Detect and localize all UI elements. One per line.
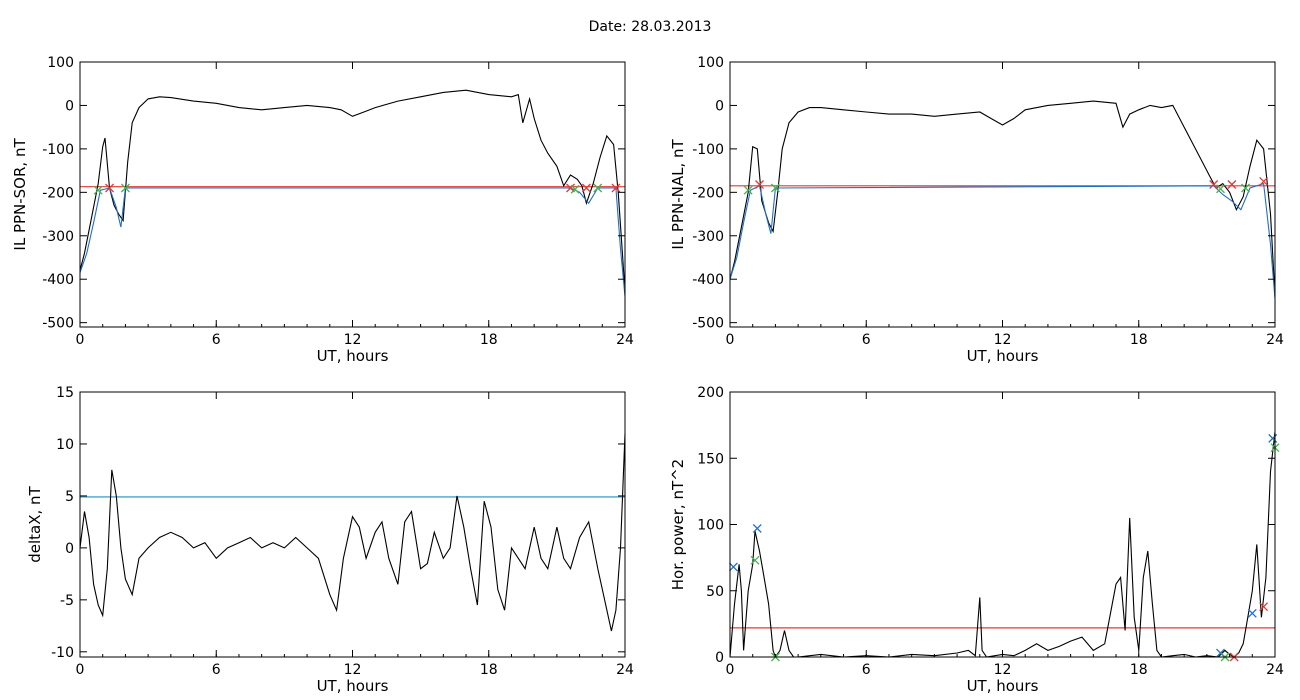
marker-point [755, 180, 764, 189]
x-tick-label: 24 [1266, 662, 1284, 678]
series-line-1 [80, 433, 625, 632]
x-axis-label: UT, hours [317, 347, 389, 365]
y-tick-label: 100 [47, 55, 74, 71]
x-tick-label: 6 [862, 662, 871, 678]
y-tick-label: -400 [42, 272, 74, 288]
plot-frame [79, 61, 626, 328]
y-tick-label: -300 [42, 229, 74, 245]
marker-point [1227, 180, 1237, 189]
marker-point [750, 555, 760, 565]
y-tick-label: -5 [60, 593, 74, 609]
chart-panel-1: 0 6 12 18 24 100 0 -100 -200 -300 -400 -500 UT, hour… [11, 55, 634, 365]
series-line-2 [80, 187, 625, 297]
y-tick-label: -100 [42, 142, 74, 158]
chart-panel-4: 0 6 12 18 24 200 150 100 50 0 UT, hours Hor. power,… [669, 385, 1284, 695]
y-tick-label: 100 [697, 55, 724, 71]
x-tick-label: 12 [344, 332, 362, 348]
y-tick-label: 200 [697, 385, 724, 401]
marker-point [120, 183, 130, 193]
series-line-1 [730, 431, 1275, 657]
y-tick-label: -400 [692, 272, 724, 288]
marker-point [1241, 183, 1250, 193]
y-tick-label: -500 [692, 316, 724, 332]
marker-point [581, 183, 591, 193]
y-axis-label: Hor. power, nT^2 [669, 459, 687, 590]
marker-point [105, 183, 114, 193]
y-axis-label: deltaX, nT [26, 485, 44, 562]
marker-point [1268, 433, 1278, 443]
x-tick-label: 6 [862, 332, 871, 348]
x-tick-label: 12 [994, 662, 1012, 678]
marker-point [1216, 184, 1225, 194]
marker-point [93, 185, 103, 195]
marker-point [1259, 177, 1269, 186]
x-tick-label: 18 [480, 332, 498, 348]
figure-title: Date: 28.03.2013 [588, 19, 712, 35]
marker-point [743, 185, 753, 195]
y-tick-label: -10 [51, 645, 74, 661]
x-tick-label: 6 [212, 662, 221, 678]
marker-point [570, 184, 580, 194]
y-tick-label: 10 [56, 437, 74, 453]
x-tick-label: 24 [1266, 332, 1284, 348]
plot-frame [729, 61, 1276, 328]
x-tick-label: 24 [616, 662, 634, 678]
y-tick-label: 150 [697, 451, 724, 467]
x-axis-label: UT, hours [317, 677, 389, 695]
series-line-1 [730, 100, 1275, 297]
y-tick-label: 0 [715, 98, 724, 114]
marker-point [1259, 602, 1269, 612]
chart-panel-3: 0 6 12 18 24 15 10 5 0 -5 -10 UT, hours deltaX, nT [26, 385, 634, 695]
x-tick-label: 18 [1130, 332, 1148, 348]
y-tick-label: -100 [692, 142, 724, 158]
y-tick-label: 15 [56, 385, 74, 401]
y-tick-label: -200 [692, 185, 724, 201]
y-tick-label: 0 [65, 98, 74, 114]
x-tick-label: 12 [994, 332, 1012, 348]
y-tick-label: -500 [42, 316, 74, 332]
plot-frame [729, 391, 1276, 658]
x-axis-label: UT, hours [967, 677, 1039, 695]
y-tick-label: 50 [706, 584, 724, 600]
x-tick-label: 0 [726, 662, 735, 678]
series-line-1 [80, 89, 625, 293]
marker-point [770, 183, 780, 193]
x-tick-label: 0 [76, 662, 85, 678]
marker-point [752, 524, 762, 533]
x-tick-label: 6 [212, 332, 221, 348]
y-tick-label: 100 [697, 518, 724, 534]
x-tick-label: 18 [480, 662, 498, 678]
x-tick-label: 12 [344, 662, 362, 678]
series-line-2 [730, 182, 1275, 299]
y-tick-label: -300 [692, 229, 724, 245]
chart-panel-2: 0 6 12 18 24 100 0 -100 -200 -300 -400 -500 UT, hour… [669, 55, 1284, 365]
y-tick-label: 5 [65, 489, 74, 505]
y-tick-label: -200 [42, 185, 74, 201]
marker-point [611, 183, 621, 193]
y-tick-label: 0 [65, 541, 74, 557]
plot-frame [79, 391, 626, 658]
x-tick-label: 24 [616, 332, 634, 348]
x-tick-label: 0 [76, 332, 85, 348]
marker-point [1209, 180, 1219, 189]
x-axis-label: UT, hours [967, 347, 1039, 365]
y-axis-label: IL PPN-SOR, nT [11, 138, 29, 251]
y-tick-label: 0 [715, 650, 724, 666]
y-axis-label: IL PPN-NAL, nT [669, 139, 687, 250]
marker-point [593, 183, 603, 193]
x-tick-label: 18 [1130, 662, 1148, 678]
x-tick-label: 0 [726, 332, 735, 348]
marker-point [728, 562, 738, 572]
marker-point [1247, 608, 1257, 618]
